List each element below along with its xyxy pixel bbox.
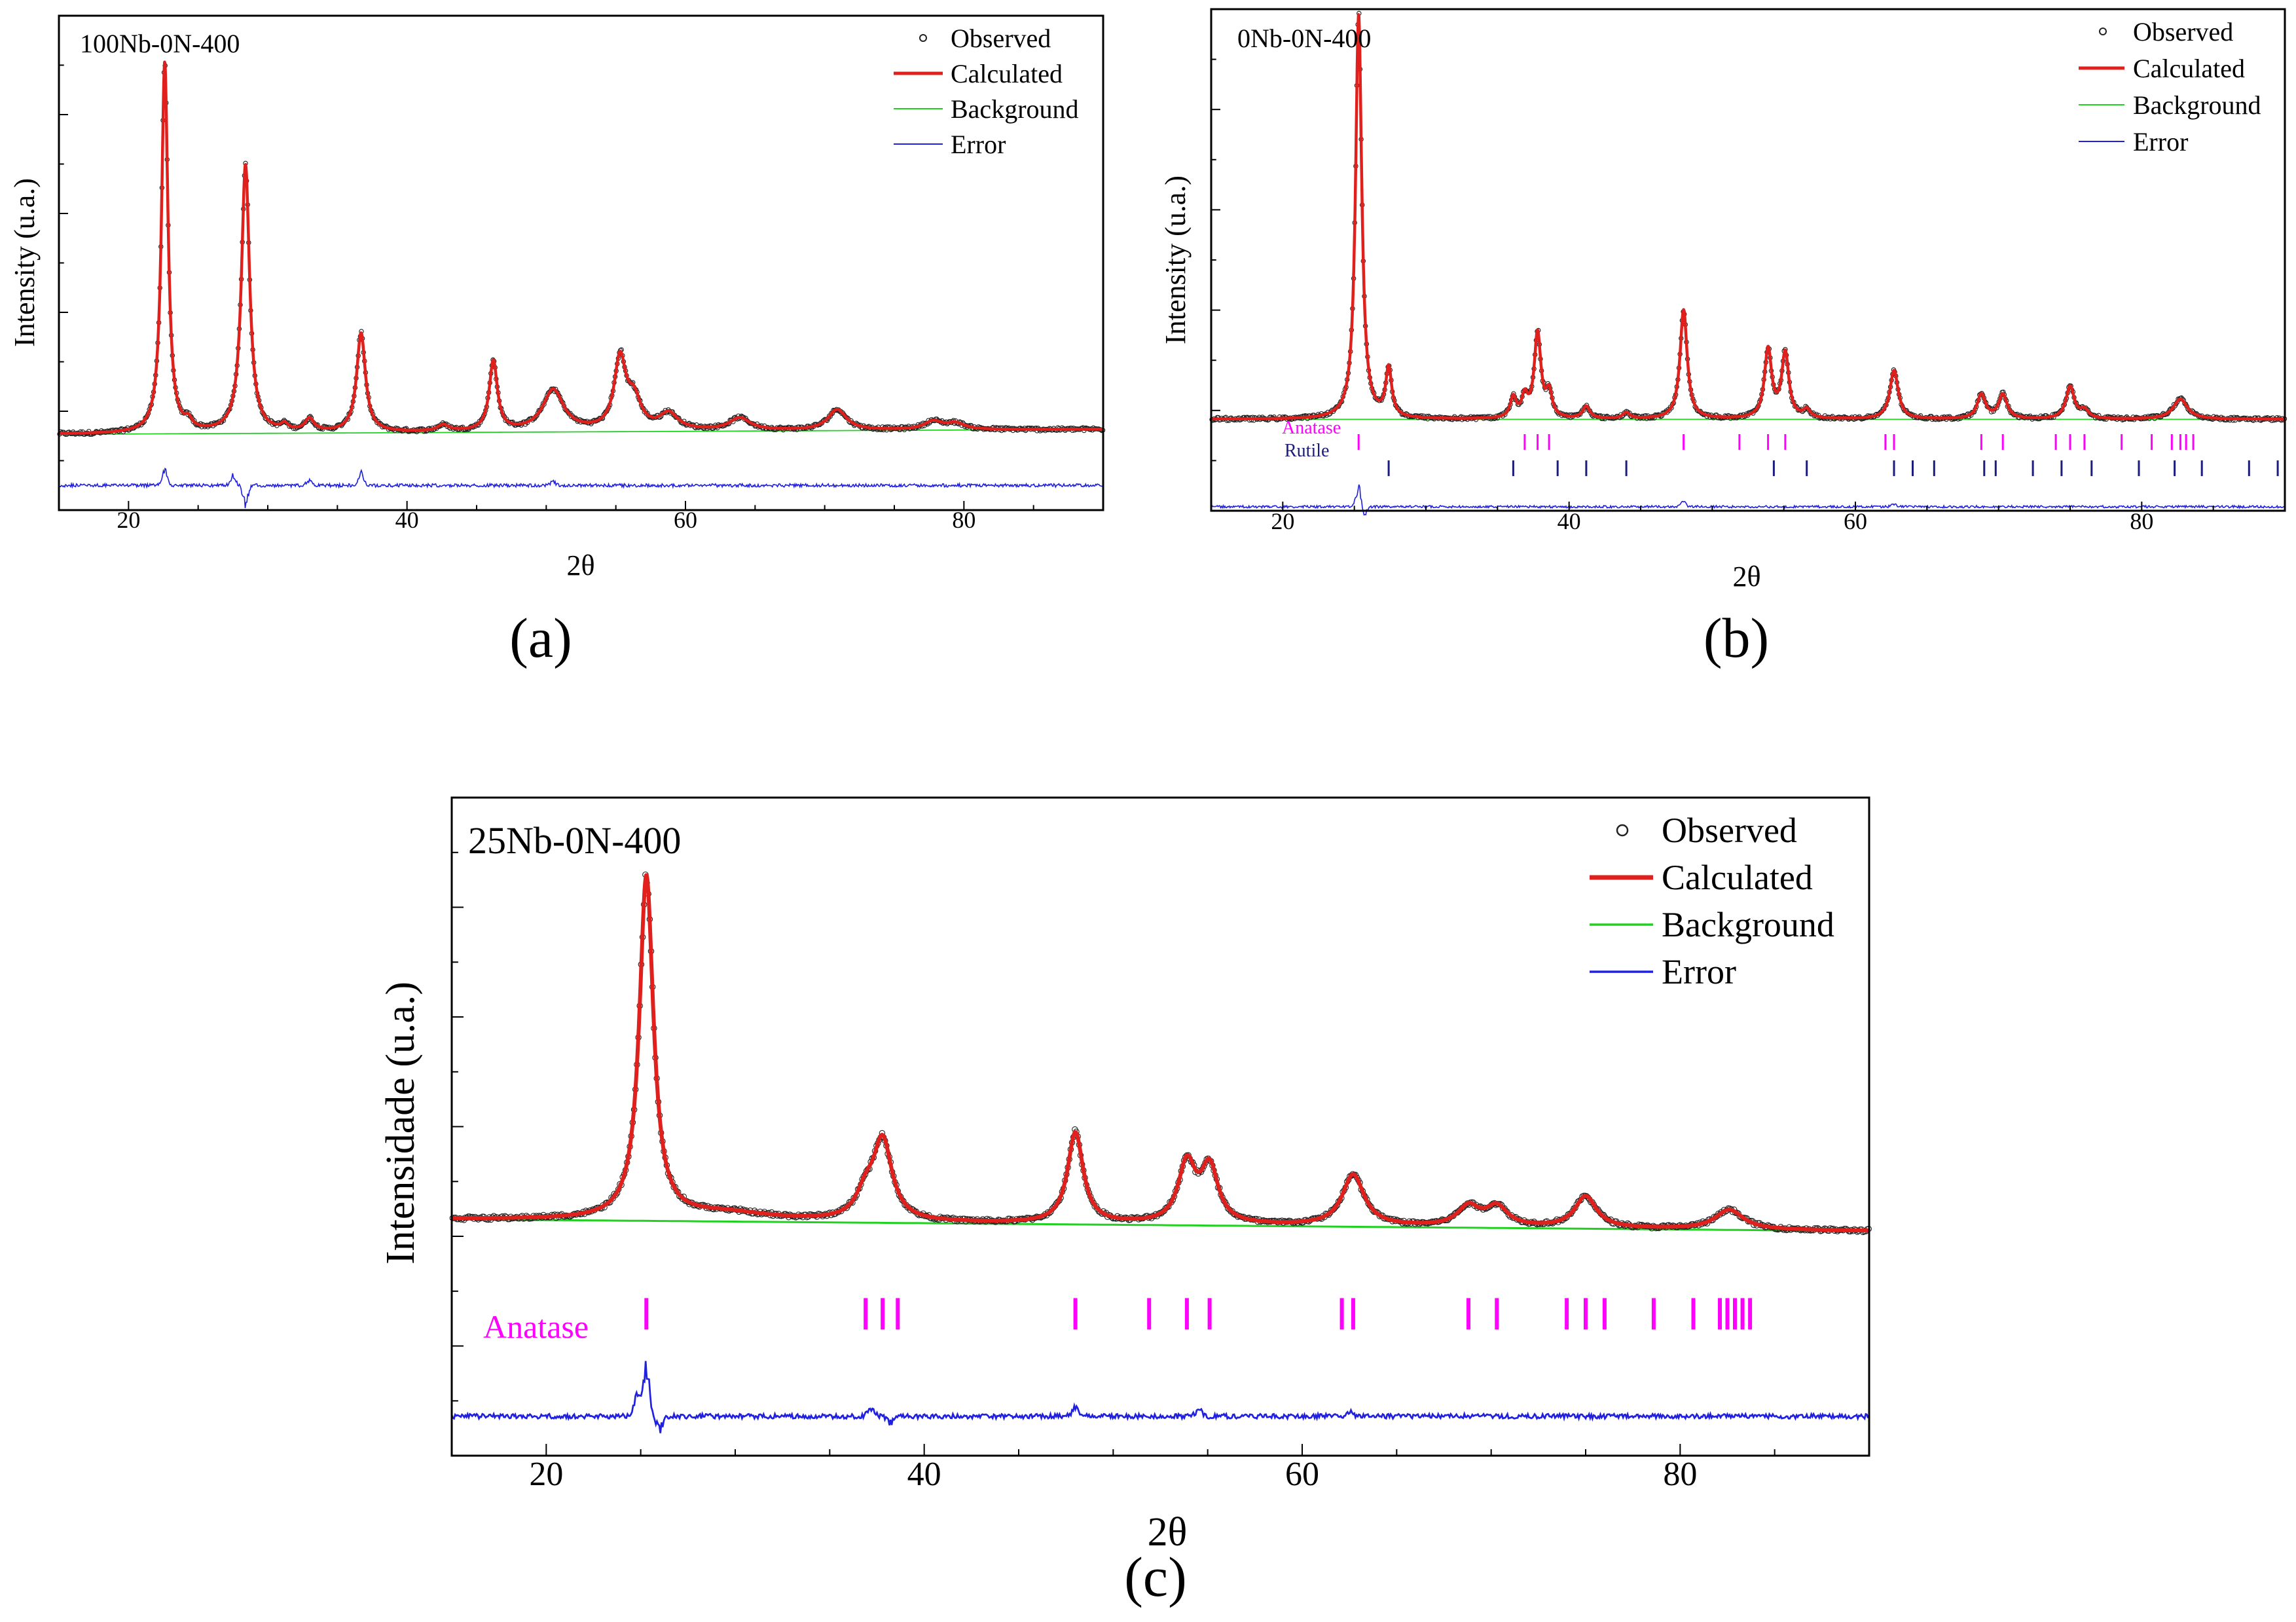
legend-background-label: Background xyxy=(2133,90,2261,120)
x-tick-label: 60 xyxy=(1285,1456,1319,1493)
panel-b-x-axis-label: 2θ xyxy=(1732,561,1760,593)
panel-b-caption: (b) xyxy=(1704,606,1769,669)
error-curve xyxy=(1211,484,2285,516)
panel-c-caption: (c) xyxy=(1124,1545,1186,1608)
x-tick-label: 60 xyxy=(1844,508,1867,534)
legend-observed-label: Observed xyxy=(2133,17,2233,46)
panel-c-plot-area xyxy=(449,871,1872,1433)
panel-a-x-ticks: 20 40 60 80 xyxy=(58,501,1104,533)
panel-b-plot-area xyxy=(1209,10,2287,516)
error-curve xyxy=(450,1361,1869,1433)
x-tick-label: 40 xyxy=(907,1456,941,1493)
legend-observed-label: Observed xyxy=(1662,811,1797,850)
reflections-rutile xyxy=(1387,460,2279,477)
panel-b-y-axis-label: Intensity (u.a.) xyxy=(1159,175,1192,344)
x-tick-label: 40 xyxy=(1558,508,1581,534)
observed-points xyxy=(57,63,1106,437)
panel-b-frame xyxy=(1210,8,2286,512)
legend-observed-marker xyxy=(2099,28,2107,35)
calculated-curve xyxy=(58,60,1104,435)
panel-a: 100Nb-0N-400 Observed Calculated Backgro… xyxy=(9,14,1106,669)
panel-b-rutile-label: Rutile xyxy=(1285,441,1329,461)
panel-a-x-axis-label: 2θ xyxy=(566,549,594,581)
x-tick-label: 20 xyxy=(117,507,140,533)
x-tick-label: 60 xyxy=(674,507,697,533)
panel-a-caption: (a) xyxy=(509,606,572,669)
panel-b-legend: Observed Calculated Background Error xyxy=(2079,17,2261,157)
x-tick-label: 20 xyxy=(529,1456,563,1493)
panel-b: 0Nb-0N-400 Observed Calculated Backgroun… xyxy=(1159,8,2287,669)
legend-error-label: Error xyxy=(951,130,1006,159)
panel-a-y-axis-label: Intensity (u.a.) xyxy=(9,178,41,347)
observed-points xyxy=(1209,10,2287,423)
panel-c-x-ticks: 20 40 60 80 xyxy=(451,1444,1870,1493)
reflections-anatase xyxy=(1357,434,2195,450)
legend-error-label: Error xyxy=(1662,952,1736,991)
error-curve xyxy=(58,468,1102,509)
panel-b-x-ticks: 20 40 60 80 xyxy=(1211,502,2286,534)
panel-a-frame xyxy=(58,14,1104,511)
panel-c-legend: Observed Calculated Background Error xyxy=(1590,811,1834,991)
x-tick-label: 20 xyxy=(1271,508,1294,534)
panel-a-y-ticks xyxy=(59,15,68,511)
x-tick-label: 80 xyxy=(952,507,975,533)
background-curve xyxy=(451,1218,1870,1232)
background-curve xyxy=(59,428,1103,435)
panel-c-frame xyxy=(450,796,1870,1457)
legend-calculated-label: Calculated xyxy=(2133,54,2245,83)
legend-background-label: Background xyxy=(1662,905,1834,944)
x-tick-label: 80 xyxy=(1663,1456,1697,1493)
panel-b-y-ticks xyxy=(1211,9,1220,511)
legend-observed-label: Observed xyxy=(951,24,1051,53)
panel-b-sample-label: 0Nb-0N-400 xyxy=(1237,24,1371,53)
legend-observed-marker xyxy=(919,34,927,42)
observed-points xyxy=(449,871,1872,1236)
panel-c: 25Nb-0N-400 Observed Calculated Backgrou… xyxy=(378,796,1872,1608)
legend-observed-marker xyxy=(1616,824,1629,837)
panel-a-sample-label: 100Nb-0N-400 xyxy=(80,29,240,58)
panel-b-anatase-label: Anatase xyxy=(1282,418,1341,438)
legend-error-label: Error xyxy=(2133,127,2188,157)
panel-a-plot-area xyxy=(57,60,1106,509)
reflections-anatase xyxy=(644,1298,1753,1330)
calculated-curve xyxy=(1210,13,2286,421)
x-tick-label: 80 xyxy=(2130,508,2153,534)
panel-c-y-ticks xyxy=(452,797,464,1456)
legend-calculated-label: Calculated xyxy=(951,59,1063,88)
panel-c-sample-label: 25Nb-0N-400 xyxy=(468,819,681,862)
legend-calculated-label: Calculated xyxy=(1662,858,1813,897)
legend-background-label: Background xyxy=(951,94,1079,124)
calculated-curve xyxy=(450,873,1870,1233)
panel-c-y-axis-label: Intensidade (u.a.) xyxy=(378,982,423,1264)
panel-a-legend: Observed Calculated Background Error xyxy=(894,24,1079,159)
panel-c-anatase-label: Anatase xyxy=(483,1308,589,1345)
x-tick-label: 40 xyxy=(395,507,419,533)
